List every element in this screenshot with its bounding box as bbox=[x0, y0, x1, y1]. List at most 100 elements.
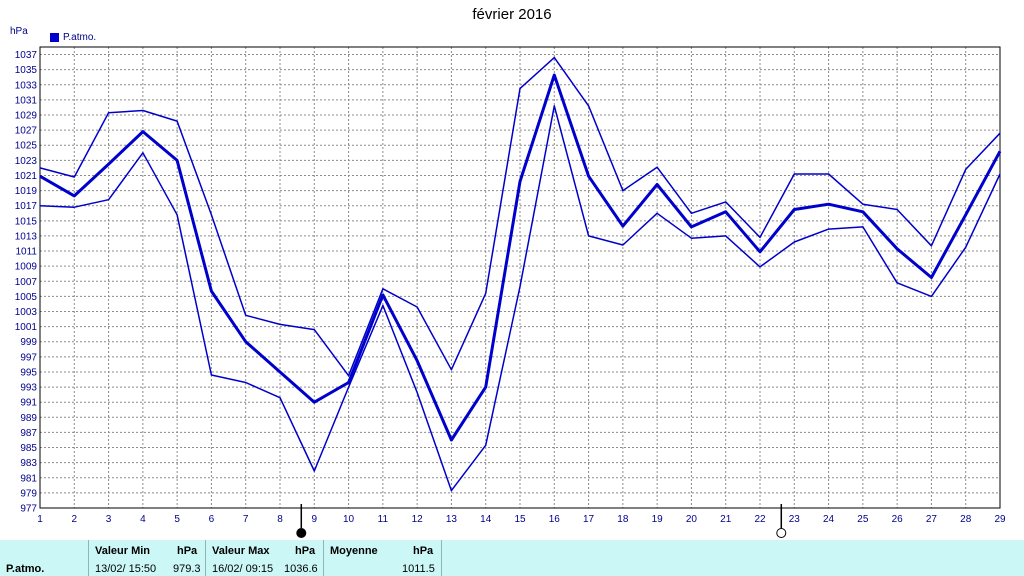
data-point-max bbox=[245, 314, 247, 316]
y-tick-label: 989 bbox=[20, 413, 37, 424]
x-tick-label: 10 bbox=[343, 514, 355, 525]
stats-max-value: 1036.6 bbox=[284, 563, 318, 575]
y-tick-label: 1013 bbox=[15, 231, 38, 242]
data-point-max bbox=[176, 120, 178, 122]
stats-max-cell: Valeur Max hPa 16/02/ 09:15 1036.6 bbox=[205, 540, 323, 576]
x-tick-label: 1 bbox=[37, 514, 43, 525]
data-point-min bbox=[347, 386, 350, 388]
data-point-min bbox=[313, 470, 315, 472]
data-point-max bbox=[725, 201, 727, 203]
x-tick-label: 20 bbox=[686, 514, 698, 525]
x-tick-label: 28 bbox=[960, 514, 972, 525]
data-point-min bbox=[999, 173, 1001, 175]
data-point-mean bbox=[519, 180, 521, 183]
y-tick-label: 983 bbox=[20, 458, 37, 469]
x-tick-label: 9 bbox=[312, 514, 318, 525]
stats-min-datetime: 13/02/ 15:50 bbox=[95, 563, 157, 575]
y-tick-label: 1015 bbox=[15, 216, 38, 227]
stats-series-label: P.atmo. bbox=[6, 563, 45, 575]
x-tick-label: 23 bbox=[789, 514, 801, 525]
x-tick-label: 8 bbox=[277, 514, 283, 525]
full-moon-icon bbox=[296, 528, 307, 538]
stats-min-unit: hPa bbox=[177, 545, 198, 557]
data-point-max bbox=[347, 375, 350, 377]
data-point-max bbox=[485, 292, 487, 294]
data-point-mean bbox=[587, 175, 590, 177]
data-point-mean bbox=[827, 203, 830, 205]
data-point-mean bbox=[622, 225, 624, 227]
data-point-min bbox=[827, 228, 830, 230]
data-point-max bbox=[587, 105, 590, 107]
stats-mean-cell: Moyenne hPa 1011.5 bbox=[323, 540, 442, 576]
x-tick-label: 16 bbox=[549, 514, 561, 525]
y-tick-label: 1023 bbox=[15, 156, 38, 167]
y-tick-label: 987 bbox=[20, 428, 37, 439]
data-point-max bbox=[965, 168, 967, 171]
y-tick-label: 991 bbox=[20, 398, 37, 409]
y-tick-label: 999 bbox=[20, 337, 37, 348]
data-point-min bbox=[553, 105, 555, 107]
data-point-mean bbox=[896, 248, 898, 250]
y-tick-label: 1033 bbox=[15, 80, 38, 91]
y-tick-label: 981 bbox=[20, 473, 37, 484]
data-point-max bbox=[382, 288, 384, 290]
data-point-mean bbox=[862, 211, 864, 213]
plot-frame bbox=[39, 46, 1001, 509]
data-point-mean bbox=[485, 386, 487, 388]
x-tick-label: 22 bbox=[754, 514, 766, 525]
x-tick-label: 19 bbox=[652, 514, 664, 525]
x-tick-label: 5 bbox=[174, 514, 180, 525]
data-point-mean bbox=[176, 159, 178, 161]
x-tick-label: 14 bbox=[480, 514, 492, 525]
x-tick-label: 12 bbox=[412, 514, 424, 525]
y-tick-label: 1011 bbox=[15, 247, 37, 258]
x-tick-label: 29 bbox=[994, 514, 1006, 525]
y-tick-label: 1031 bbox=[15, 95, 38, 106]
y-tick-label: 1017 bbox=[15, 201, 38, 212]
data-point-mean bbox=[965, 214, 967, 216]
data-point-mean bbox=[793, 208, 795, 211]
y-tick-label: 997 bbox=[20, 352, 37, 363]
x-tick-label: 2 bbox=[72, 514, 78, 525]
x-tick-label: 4 bbox=[140, 514, 146, 525]
y-tick-label: 1037 bbox=[15, 50, 38, 61]
x-tick-label: 25 bbox=[857, 514, 869, 525]
y-tick-label: 1009 bbox=[15, 262, 38, 273]
data-point-mean bbox=[279, 371, 281, 373]
stats-panel: P.atmo. Valeur Min hPa 13/02/ 15:50 979.… bbox=[0, 540, 1024, 576]
legend-swatch bbox=[50, 33, 59, 42]
data-point-min bbox=[725, 235, 727, 237]
data-point-mean bbox=[210, 290, 213, 292]
data-point-max bbox=[827, 173, 830, 175]
data-point-min bbox=[793, 241, 795, 243]
y-tick-label: 985 bbox=[20, 443, 37, 454]
x-tick-label: 26 bbox=[892, 514, 904, 525]
stats-max-header: Valeur Max bbox=[212, 545, 270, 557]
data-point-min bbox=[279, 397, 281, 399]
data-point-min bbox=[759, 266, 761, 268]
data-point-min bbox=[176, 214, 178, 216]
data-point-mean bbox=[382, 294, 384, 296]
x-tick-label: 3 bbox=[106, 514, 112, 525]
data-point-mean bbox=[999, 150, 1001, 152]
y-tick-label: 1029 bbox=[15, 111, 38, 122]
x-tick-label: 6 bbox=[209, 514, 215, 525]
data-point-mean bbox=[416, 360, 418, 362]
y-tick-label: 1021 bbox=[15, 171, 38, 182]
data-point-max bbox=[39, 167, 41, 169]
data-point-max bbox=[930, 245, 933, 247]
data-point-mean bbox=[690, 226, 693, 228]
data-point-min bbox=[450, 490, 453, 492]
data-point-max bbox=[999, 132, 1001, 134]
stats-mean-header: Moyenne bbox=[330, 545, 378, 557]
y-tick-label: 1003 bbox=[15, 307, 38, 318]
data-point-mean bbox=[725, 211, 727, 213]
data-point-min bbox=[245, 381, 247, 384]
stats-mean-value: 1011.5 bbox=[402, 563, 435, 575]
data-point-min bbox=[965, 246, 967, 248]
data-point-max bbox=[279, 323, 281, 325]
data-point-min bbox=[73, 206, 75, 208]
data-point-max bbox=[450, 369, 453, 371]
stats-max-unit: hPa bbox=[295, 545, 316, 557]
stats-min-cell: Valeur Min hPa 13/02/ 15:50 979.3 bbox=[88, 540, 205, 576]
